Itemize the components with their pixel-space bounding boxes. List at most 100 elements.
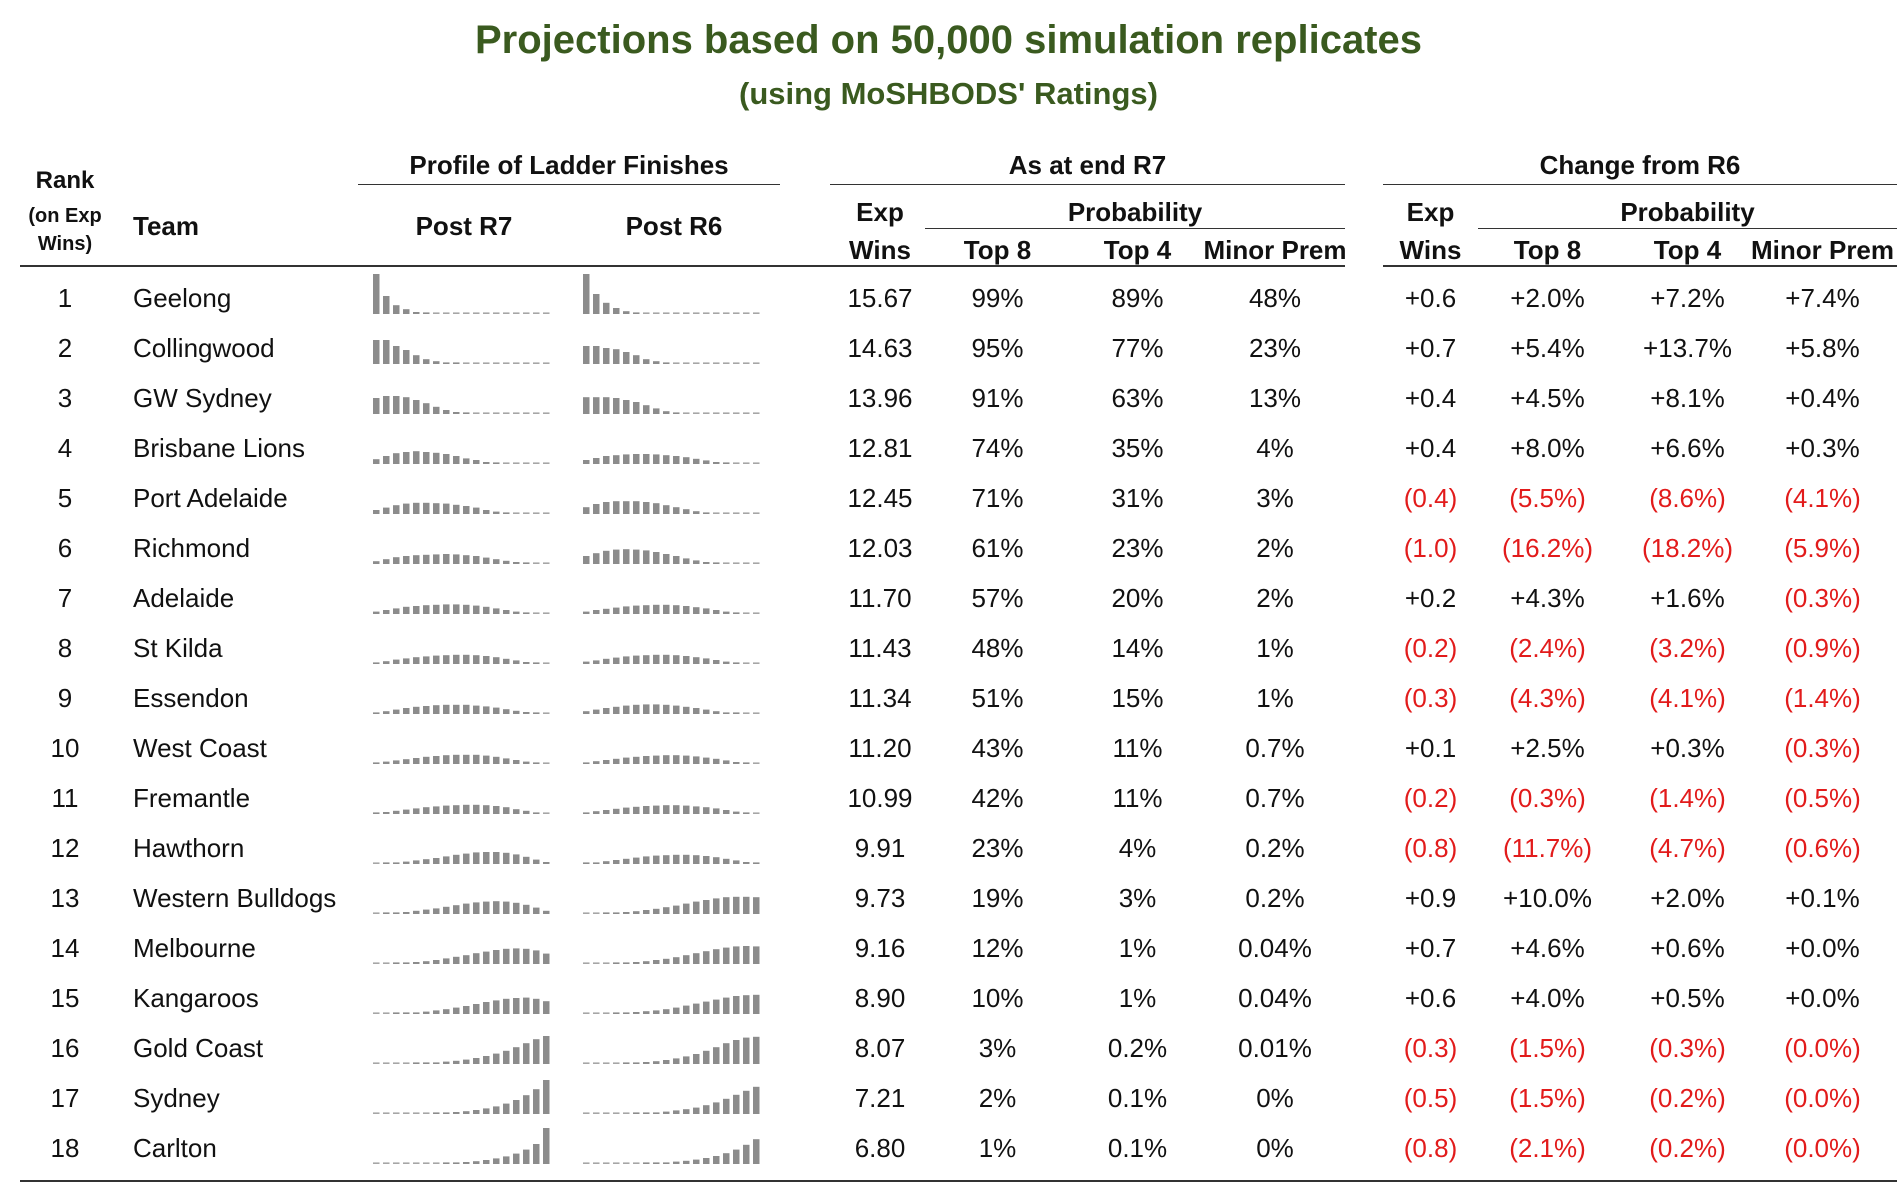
spark-bar xyxy=(623,1112,630,1114)
cell-d-top8: +5.4% xyxy=(1510,333,1585,363)
spark-bar xyxy=(603,456,610,464)
spark-bar xyxy=(753,1086,760,1114)
spark-bar xyxy=(443,362,450,364)
spark-bar xyxy=(633,454,640,464)
spark-bar xyxy=(723,362,730,364)
spark-bar xyxy=(723,1043,730,1064)
spark-bar xyxy=(473,507,480,514)
spark-bar xyxy=(423,554,430,564)
spark-bar xyxy=(533,662,540,664)
spark-bar xyxy=(693,511,700,514)
spark-bar xyxy=(393,912,400,914)
spark-bar xyxy=(543,812,550,814)
spark-bar xyxy=(513,1153,520,1164)
cell-d-top8: (1.5%) xyxy=(1509,1083,1586,1113)
spark-bar xyxy=(493,1158,500,1164)
spark-bar xyxy=(623,807,630,814)
spark-bar xyxy=(703,1105,710,1114)
spark-bar xyxy=(643,961,650,964)
spark-bar xyxy=(643,454,650,464)
spark-bar xyxy=(523,512,530,514)
sparkline-post-r7 xyxy=(373,396,550,414)
spark-bar xyxy=(583,862,590,864)
spark-bar xyxy=(583,1162,590,1164)
cell-rank: 13 xyxy=(50,883,80,913)
spark-bar xyxy=(593,294,600,314)
spark-bar xyxy=(493,756,500,764)
cell-top4: 0.1% xyxy=(1107,1083,1168,1113)
cell-d-exp: +0.6 xyxy=(1404,283,1457,313)
cell-rank: 14 xyxy=(50,933,80,963)
spark-bar xyxy=(493,412,500,414)
spark-bar xyxy=(663,704,670,714)
spark-bar xyxy=(733,612,740,614)
spark-bar xyxy=(403,1112,410,1114)
spark-bar xyxy=(683,312,690,314)
spark-bar xyxy=(723,1098,730,1114)
spark-bar xyxy=(463,555,470,564)
cell-team: Carlton xyxy=(133,1133,217,1163)
cell-team: Gold Coast xyxy=(133,1033,264,1063)
sparkline-post-r6 xyxy=(583,397,760,414)
cell-d-top4: (1.4%) xyxy=(1649,783,1726,813)
spark-bar xyxy=(523,904,530,914)
spark-bar xyxy=(393,557,400,564)
spark-bar xyxy=(593,660,600,664)
cell-team: Kangaroos xyxy=(133,983,259,1013)
spark-bar xyxy=(643,910,650,914)
spark-bar xyxy=(593,458,600,464)
spark-bar xyxy=(483,510,490,514)
spark-bar xyxy=(593,346,600,364)
spark-bar xyxy=(653,1162,660,1164)
spark-bar xyxy=(493,901,500,914)
spark-bar xyxy=(403,606,410,614)
spark-bar xyxy=(633,355,640,364)
spark-bar xyxy=(753,762,760,764)
spark-bar xyxy=(453,854,460,864)
spark-bar xyxy=(703,312,710,314)
spark-bar xyxy=(393,709,400,714)
top8-header: Top 8 xyxy=(963,235,1032,265)
spark-bar xyxy=(543,1128,550,1164)
spark-bar xyxy=(503,852,510,864)
spark-bar xyxy=(383,396,390,414)
cell-top4: 0.2% xyxy=(1107,1033,1168,1063)
spark-bar xyxy=(393,1162,400,1164)
spark-bar xyxy=(463,903,470,914)
spark-bar xyxy=(583,460,590,464)
spark-bar xyxy=(513,412,520,414)
spark-bar xyxy=(683,362,690,364)
spark-bar xyxy=(663,907,670,914)
cell-prem: 3% xyxy=(1256,483,1294,513)
sparkline-post-r6 xyxy=(583,805,760,814)
spark-bar xyxy=(523,810,530,814)
spark-bar xyxy=(743,762,750,764)
spark-bar xyxy=(733,811,740,814)
cell-d-top8: +2.5% xyxy=(1510,733,1585,763)
spark-bar xyxy=(493,852,500,864)
cell-d-top8: (1.5%) xyxy=(1509,1033,1586,1063)
cell-d-top8: +4.0% xyxy=(1510,983,1585,1013)
cell-rank: 3 xyxy=(57,383,73,413)
spark-bar xyxy=(453,754,460,764)
spark-bar xyxy=(703,512,710,514)
spark-bar xyxy=(643,502,650,514)
spark-bar xyxy=(383,962,390,964)
cell-exp: 9.91 xyxy=(854,833,906,863)
cell-d-exp: (0.3) xyxy=(1403,683,1458,713)
spark-bar xyxy=(473,312,480,314)
spark-bar xyxy=(673,755,680,764)
spark-bar xyxy=(633,501,640,514)
cell-team: St Kilda xyxy=(133,633,223,663)
cell-rank: 9 xyxy=(57,683,73,713)
spark-bar xyxy=(643,1112,650,1114)
spark-bar xyxy=(703,658,710,664)
spark-bar xyxy=(543,362,550,364)
spark-bar xyxy=(673,705,680,714)
spark-bar xyxy=(523,1149,530,1164)
spark-bar xyxy=(753,994,760,1014)
sparkline-post-r6 xyxy=(583,1036,760,1064)
spark-bar xyxy=(613,349,620,364)
cell-d-prem: +0.1% xyxy=(1785,883,1860,913)
spark-bar xyxy=(603,397,610,414)
